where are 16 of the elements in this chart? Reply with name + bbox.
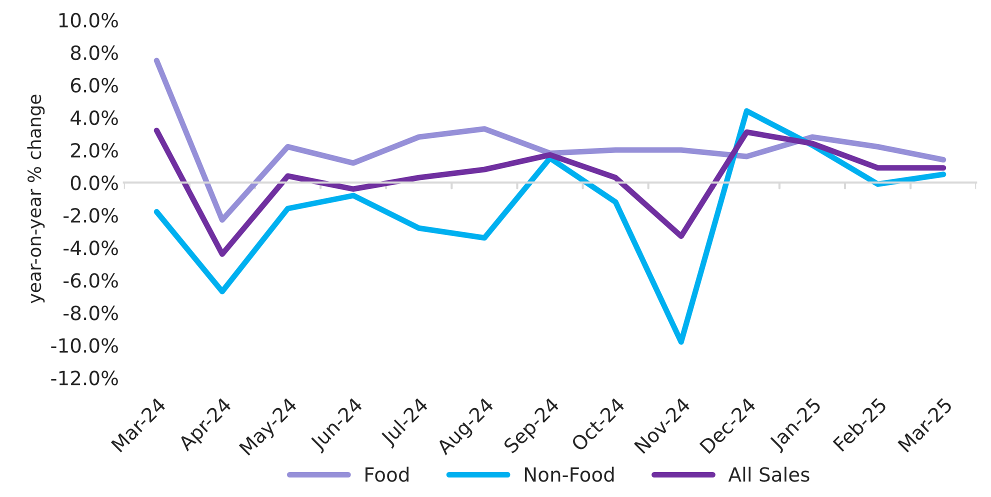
y-axis-title: year-on-year % change xyxy=(27,94,45,304)
y-tick-label: -10.0% xyxy=(51,338,118,353)
y-tick-label: 4.0% xyxy=(70,110,118,126)
legend-label: Food xyxy=(366,466,408,482)
y-tick-label: 2.0% xyxy=(71,142,118,158)
legend-label: All Sales xyxy=(728,466,810,482)
y-tick-label: 8.0% xyxy=(70,45,118,60)
y-tick-label: -12.0% xyxy=(51,370,118,386)
y-tick-label: 0.0% xyxy=(70,175,118,190)
y-tick-label: 6.0% xyxy=(70,78,118,93)
y-tick-label: 10.0% xyxy=(59,12,118,28)
y-tick-label: -6.0% xyxy=(64,273,118,288)
y-tick-label: -8.0% xyxy=(64,306,118,320)
y-tick-label: -2.0% xyxy=(64,208,118,223)
y-tick-label: -4.0% xyxy=(64,240,118,256)
legend-label: Non-Food xyxy=(524,466,614,482)
